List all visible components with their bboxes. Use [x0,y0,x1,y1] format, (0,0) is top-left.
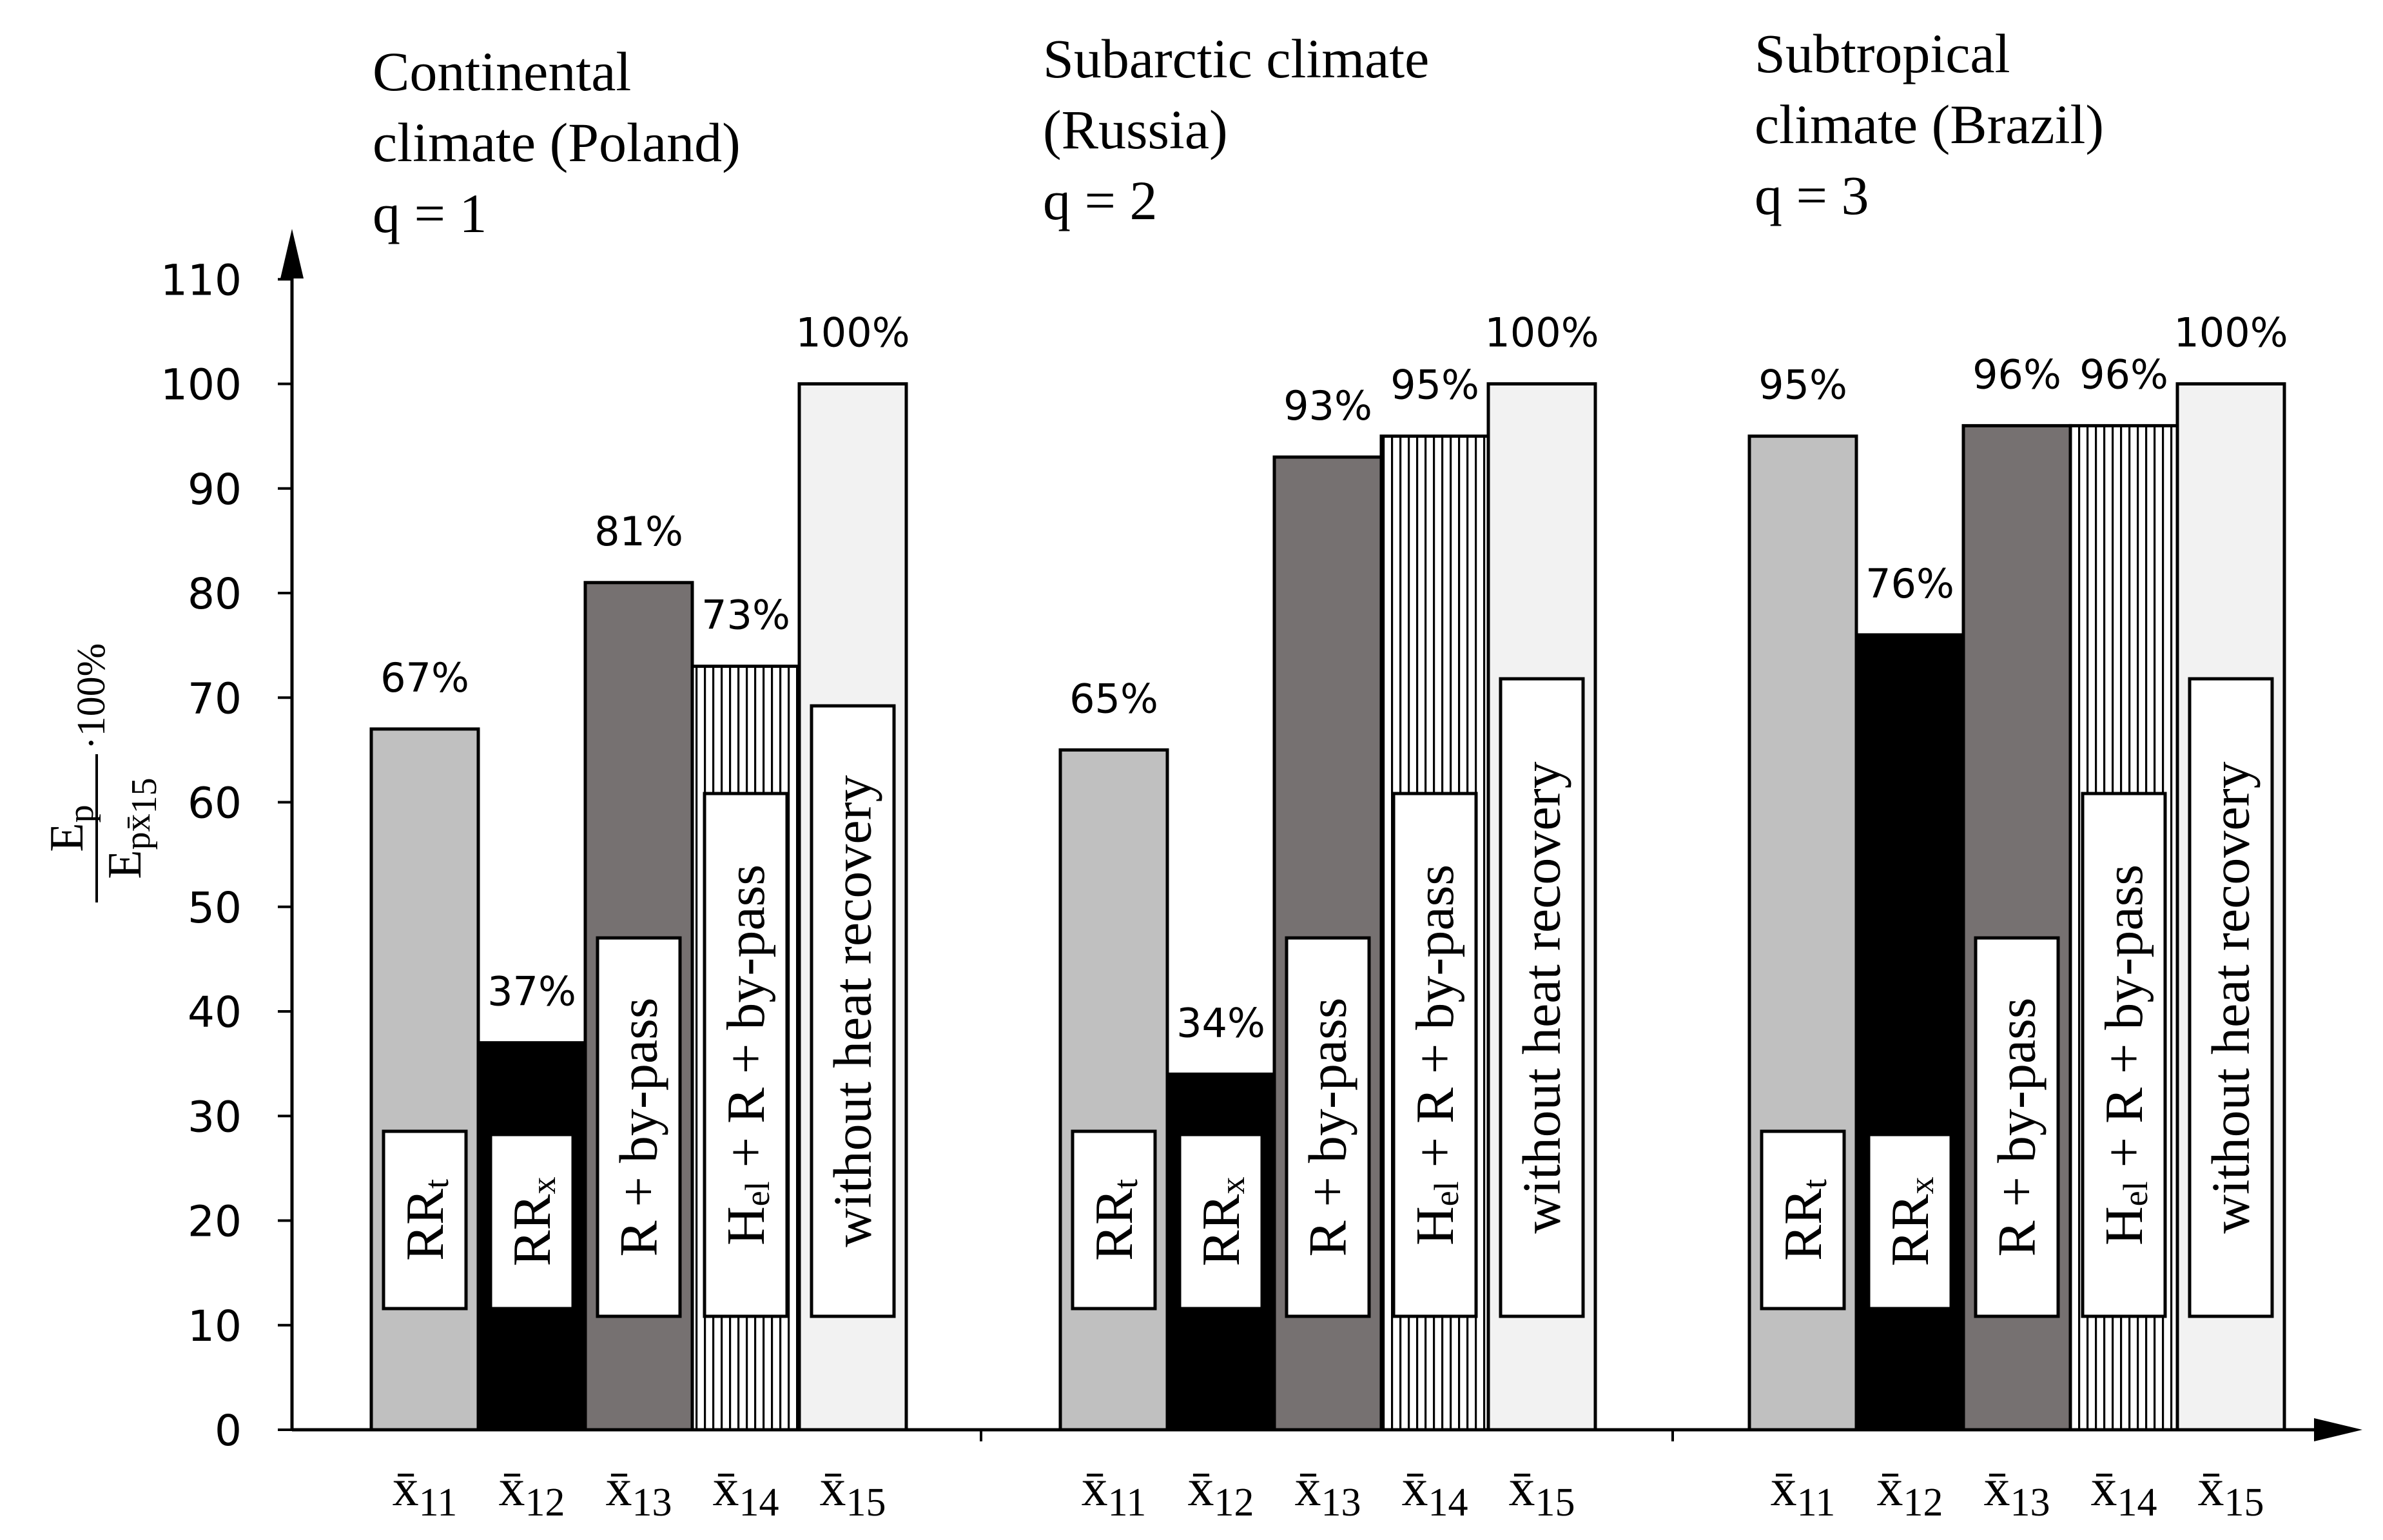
series-label-g2-5: without heat recovery [1512,761,1572,1233]
series-label-g3-2: RRx [1880,1176,1941,1266]
series-label-box-g3-3 [1974,936,2060,1318]
x-tick-label-g3-3: x̄13 [1984,1458,2050,1525]
y-tick-label-10: 10 [188,1301,242,1351]
series-label-g3-5: without heat recovery [2201,761,2261,1233]
x-tick-label-g1-1: x̄11 [393,1458,458,1525]
y-tick-label-30: 30 [188,1092,242,1142]
axes: 0 10 20 30 40 50 60 70 80 90 100 110 x̄11 x̄12 x̄13 x̄1… [160,229,2362,1525]
value-label-g2-4: 95% [1390,362,1479,409]
y-tick-label-70: 70 [188,674,242,723]
y-tick-label-90: 90 [188,465,242,514]
group-3-title-line-3: q = 3 [1755,164,1869,226]
series-label-g2-1: RRt [1084,1179,1145,1261]
value-label-g1-4: 73% [701,592,790,639]
group-2-title-line-2: (Russia) [1043,99,1228,161]
series-label-g3-4: Hel + R + by-pass [2094,864,2155,1245]
y-tick-label-60: 60 [188,779,242,828]
group-1-title-line-2: climate (Poland) [373,112,741,173]
y-label-numerator: Ep [41,804,101,852]
value-label-g3-2: 76% [1865,560,1954,607]
series-label-box-g2-5 [1499,677,1585,1318]
value-label-g1-1: 67% [380,654,469,701]
x-tick-label-g2-4: x̄14 [1402,1458,1468,1525]
series-label-box-g3-2 [1867,1133,1953,1311]
value-label-g2-5: 100% [1484,309,1599,356]
group-1-title-line-1: Continental [373,41,631,102]
series-label-g3-1: RRt [1773,1179,1834,1261]
value-label-g3-5: 100% [2174,309,2288,356]
series-label-box-g2-2 [1178,1133,1264,1311]
series-label-box-g2-3 [1285,936,1371,1318]
y-label-factor: ·100% [70,643,113,750]
y-tick-label-110: 110 [160,255,242,305]
series-label-g3-3: R + by-pass [1987,997,2047,1256]
series-label-box-g2-1 [1071,1129,1157,1311]
value-label-g3-1: 95% [1758,362,1847,409]
series-label-box-g1-5 [810,704,896,1318]
x-tick-label-g1-4: x̄14 [713,1458,779,1525]
series-label-box-g3-5 [2188,677,2274,1318]
value-label-g1-3: 81% [594,508,683,555]
group-1-title-line-3: q = 1 [373,182,487,244]
bar-g3-2 [1854,633,1965,1432]
x-tick-label-g2-3: x̄13 [1295,1458,1361,1525]
series-label-g1-5: without heat recovery [823,775,883,1247]
series-label-box-g1-1 [382,1129,468,1311]
value-label-g3-3: 96% [1972,351,2061,398]
value-label-g3-4: 96% [2079,351,2168,398]
x-tick-label-g2-5: x̄15 [1509,1458,1575,1525]
y-tick-label-40: 40 [188,988,242,1037]
x-tick-label-g3-4: x̄14 [2091,1458,2157,1525]
series-label-box-g3-4 [2081,792,2167,1318]
series-label-g2-4: Hel + R + by-pass [1405,864,1466,1245]
y-label-denominator: Epx̄15 [99,777,164,879]
series-label-g1-4: Hel + R + by-pass [716,864,777,1245]
series-label-g1-3: R + by-pass [609,997,669,1256]
series-label-box-g1-2 [489,1133,575,1311]
value-label-g2-3: 93% [1283,382,1372,429]
y-tick-label-20: 20 [188,1197,242,1247]
x-tick-label-g1-3: x̄13 [606,1458,672,1525]
value-label-g2-1: 65% [1069,675,1158,722]
y-tick-label-100: 100 [160,360,242,410]
series-label-g1-1: RRt [395,1179,456,1261]
series-label-box-g2-4 [1392,792,1478,1318]
value-label-g2-2: 34% [1176,999,1265,1046]
value-label-g1-5: 100% [795,309,909,356]
bars: 67%37%81%73%100%65%34%93% 95%100%95%76%96… [369,309,2288,1432]
x-axis-arrow [2314,1418,2362,1441]
series-label-g1-2: RRx [502,1176,563,1266]
bar-g1-1 [369,727,480,1432]
series-label-box-g1-3 [596,936,682,1318]
x-tick-label-g1-2: x̄12 [499,1458,565,1525]
x-tick-label-g2-1: x̄11 [1082,1458,1147,1525]
x-tick-label-g3-2: x̄12 [1877,1458,1943,1525]
group-3-title-line-2: climate (Brazil) [1755,93,2104,155]
series-label-g2-2: RRx [1191,1176,1252,1266]
x-tick-label-g2-2: x̄12 [1188,1458,1254,1525]
series-label-box-g1-4 [703,792,789,1318]
value-label-g1-2: 37% [487,968,576,1015]
y-axis-arrow [280,229,304,278]
group-titles: Continental climate (Poland) q = 1 Subarcti… [373,23,2104,244]
y-tick-label-50: 50 [188,883,242,933]
group-2-title-line-1: Subarctic climate [1043,28,1429,90]
y-tick-label-80: 80 [188,569,242,619]
series-label-g2-3: R + by-pass [1298,997,1358,1256]
bar-g2-1 [1058,748,1169,1432]
group-2-title-line-3: q = 2 [1043,170,1158,231]
x-tick-label-g3-1: x̄11 [1771,1458,1836,1525]
group-3-title-line-1: Subtropical [1755,23,2010,84]
x-tick-label-g3-5: x̄15 [2198,1458,2264,1525]
series-label-box-g3-1 [1760,1129,1846,1311]
x-tick-label-g1-5: x̄15 [820,1458,886,1525]
y-tick-label-0: 0 [215,1406,242,1456]
